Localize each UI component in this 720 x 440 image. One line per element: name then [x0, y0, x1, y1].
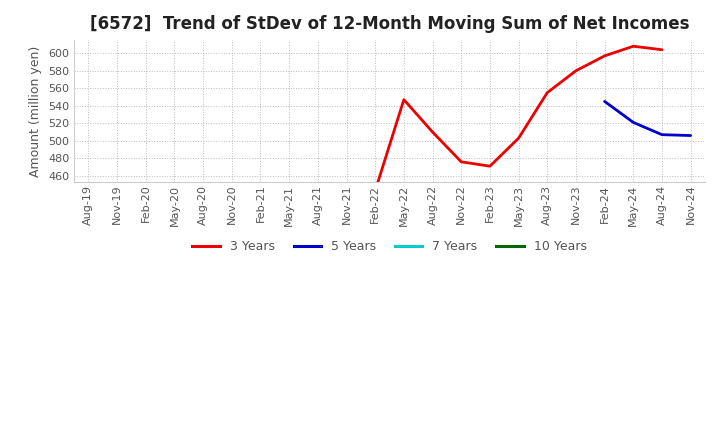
Y-axis label: Amount (million yen): Amount (million yen) [30, 45, 42, 176]
Title: [6572]  Trend of StDev of 12-Month Moving Sum of Net Incomes: [6572] Trend of StDev of 12-Month Moving… [90, 15, 689, 33]
Legend: 3 Years, 5 Years, 7 Years, 10 Years: 3 Years, 5 Years, 7 Years, 10 Years [187, 235, 592, 258]
